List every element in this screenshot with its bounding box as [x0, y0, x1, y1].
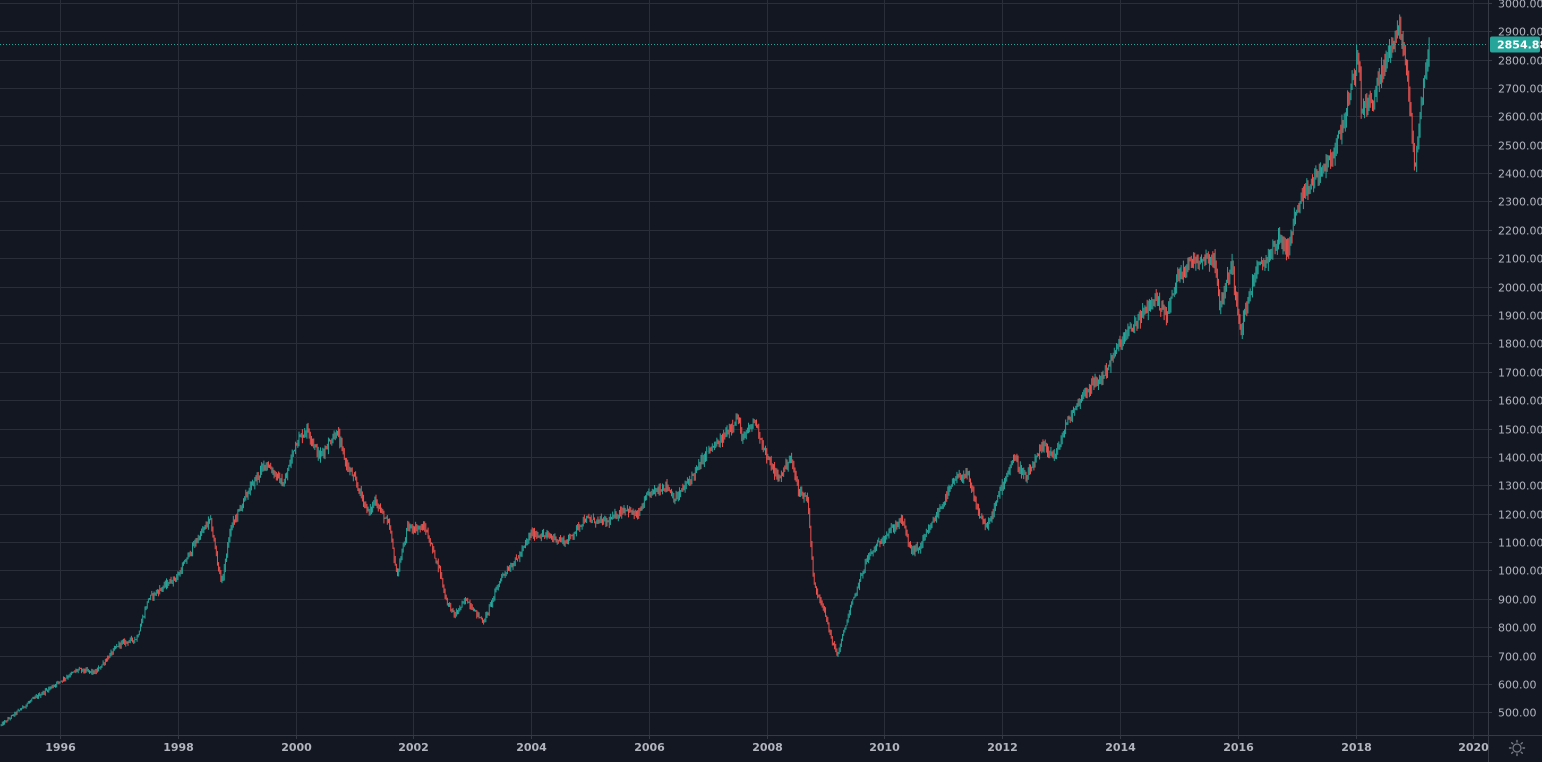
- y-tick-label: 1800.00: [1498, 338, 1542, 351]
- y-tick-label: 2000.00: [1498, 282, 1542, 295]
- x-tick-label: 2008: [752, 741, 783, 754]
- x-tick-label: 2002: [398, 741, 429, 754]
- y-tick-label: 1700.00: [1498, 367, 1542, 380]
- x-tick-label: 2016: [1223, 741, 1254, 754]
- y-tick-label: 1000.00: [1498, 565, 1542, 578]
- y-tick-label: 2400.00: [1498, 168, 1542, 181]
- y-tick-label: 1300.00: [1498, 480, 1542, 493]
- x-tick-label: 2014: [1105, 741, 1136, 754]
- plot-area: [0, 0, 1488, 735]
- y-tick-label: 2600.00: [1498, 111, 1542, 124]
- settings-gear-icon[interactable]: [1508, 739, 1526, 757]
- y-tick-label: 2700.00: [1498, 83, 1542, 96]
- last-price-tag: [1490, 36, 1540, 53]
- x-tick-label: 2006: [634, 741, 665, 754]
- y-tick-label: 3000.00: [1498, 0, 1542, 11]
- x-tick-label: 2018: [1341, 741, 1372, 754]
- y-tick-label: 800.00: [1498, 622, 1537, 635]
- y-tick-label: 1100.00: [1498, 537, 1542, 550]
- y-tick-label: 1200.00: [1498, 509, 1542, 522]
- y-tick-label: 1400.00: [1498, 452, 1542, 465]
- y-tick-label: 700.00: [1498, 651, 1537, 664]
- y-tick-label: 600.00: [1498, 679, 1537, 692]
- y-tick-label: 1900.00: [1498, 310, 1542, 323]
- last-price-label: 2854.88: [1497, 39, 1542, 52]
- y-tick-label: 2100.00: [1498, 253, 1542, 266]
- y-tick-label: 900.00: [1498, 594, 1537, 607]
- x-tick-label: 2004: [516, 741, 547, 754]
- y-tick-label: 2900.00: [1498, 26, 1542, 39]
- x-axis[interactable]: 1996 1998 2000 2002 2004 2006 2008 2010 2012 2014…: [0, 735, 1542, 754]
- y-tick-label: 1600.00: [1498, 395, 1542, 408]
- gridlines: [0, 0, 1488, 735]
- x-tick-label: 2000: [281, 741, 312, 754]
- y-axis[interactable]: 500.00 600.00 700.00 800.00 900.00 1000.00 110…: [1488, 0, 1542, 762]
- x-tick-label: 1996: [45, 741, 76, 754]
- y-tick-label: 2300.00: [1498, 196, 1542, 209]
- y-tick-label: 2200.00: [1498, 225, 1542, 238]
- x-tick-label: 2020: [1458, 741, 1489, 754]
- x-tick-label: 1998: [163, 741, 194, 754]
- y-axis-panel: [1488, 0, 1542, 762]
- y-tick-label: 2500.00: [1498, 140, 1542, 153]
- x-tick-label: 2010: [869, 741, 900, 754]
- y-tick-label: 500.00: [1498, 707, 1537, 720]
- x-tick-label: 2012: [987, 741, 1018, 754]
- y-tick-label: 1500.00: [1498, 424, 1542, 437]
- y-tick-label: 2800.00: [1498, 55, 1542, 68]
- candlestick-series[interactable]: [0, 14, 1430, 727]
